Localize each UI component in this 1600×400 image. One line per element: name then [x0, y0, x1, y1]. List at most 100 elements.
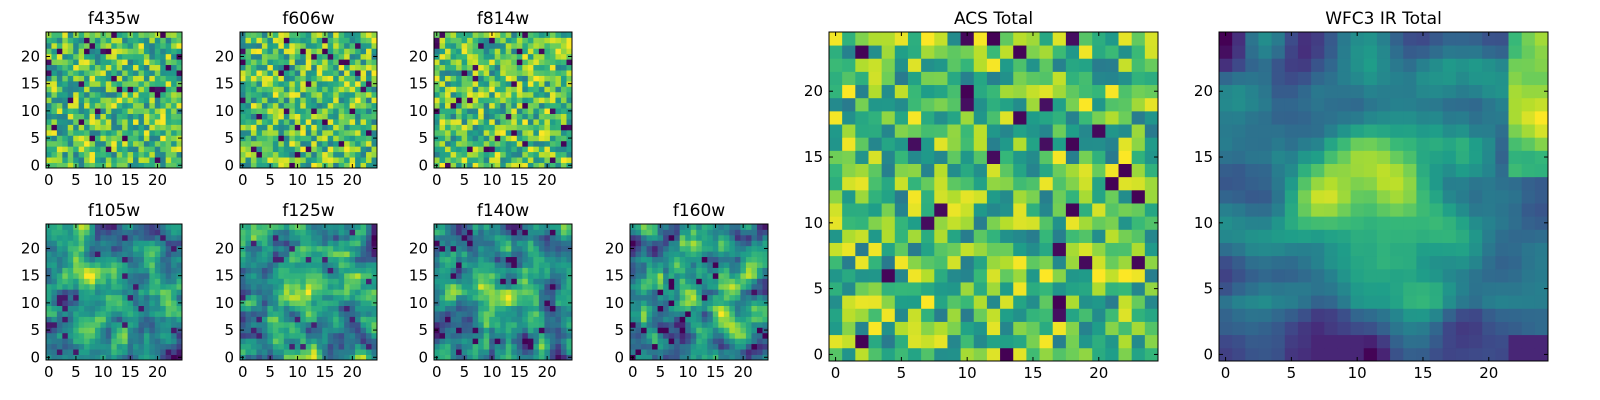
heatmap-cell: [62, 289, 69, 296]
heatmap-cell: [855, 229, 869, 243]
heatmap-cell: [478, 91, 485, 98]
heatmap-cell: [171, 151, 177, 158]
heatmap-cell: [663, 294, 670, 301]
heatmap-cell: [483, 229, 490, 236]
heatmap-cell: [67, 108, 74, 114]
heatmap-cell: [344, 64, 350, 71]
heatmap-cell: [718, 278, 725, 285]
heatmap-cell: [261, 251, 268, 258]
heatmap-cell: [78, 256, 85, 263]
heatmap-cell: [283, 338, 290, 345]
heatmap-cell: [283, 251, 290, 258]
heatmap-cell: [67, 162, 74, 169]
heatmap-cell: [1144, 347, 1159, 362]
x-tick-label: 0: [238, 171, 248, 189]
heatmap-cell: [1026, 216, 1040, 230]
heatmap-cell: [762, 294, 769, 301]
heatmap-cell: [560, 338, 567, 345]
heatmap-cell: [366, 262, 372, 268]
heatmap-cell: [560, 80, 567, 87]
heatmap-cell: [701, 272, 708, 279]
heatmap-cell: [522, 272, 529, 279]
heatmap-cell: [349, 59, 356, 66]
heatmap-cell: [718, 256, 725, 263]
heatmap-cell: [327, 64, 334, 71]
heatmap-cell: [316, 272, 323, 279]
heatmap-cell: [360, 316, 367, 323]
heatmap-cell: [745, 343, 752, 350]
heatmap-cell: [322, 108, 329, 114]
heatmap-cell: [272, 113, 279, 120]
heatmap-cell: [489, 262, 496, 268]
heatmap-cell: [360, 229, 367, 236]
heatmap-cell: [494, 32, 501, 38]
heatmap-cell: [160, 102, 167, 109]
heatmap-cell: [960, 229, 975, 243]
heatmap-cell: [489, 245, 496, 252]
heatmap-cell: [538, 75, 545, 82]
heatmap-cell: [1013, 308, 1027, 322]
heatmap-cell: [366, 102, 372, 109]
heatmap-cell: [723, 267, 730, 274]
heatmap-cell: [133, 332, 139, 339]
heatmap-cell: [445, 146, 451, 153]
heatmap-cell: [349, 283, 356, 290]
heatmap-cell: [527, 289, 534, 296]
heatmap-cell: [467, 53, 474, 60]
heatmap-cell: [256, 245, 263, 252]
heatmap-cell: [171, 108, 177, 114]
heatmap-cell: [122, 102, 128, 109]
heatmap-cell: [311, 48, 318, 55]
heatmap-cell: [527, 162, 534, 169]
heatmap-cell: [555, 354, 562, 361]
heatmap-cell: [652, 354, 658, 361]
heatmap-cell: [165, 129, 172, 136]
heatmap-cell: [305, 91, 312, 98]
heatmap-cell: [171, 294, 177, 301]
heatmap-cell: [322, 48, 329, 55]
heatmap-cell: [349, 124, 356, 131]
heatmap-cell: [100, 91, 107, 98]
heatmap-cell: [344, 224, 350, 230]
heatmap-cell: [511, 42, 518, 49]
heatmap-cell: [1131, 255, 1146, 270]
heatmap-cell: [522, 135, 529, 142]
heatmap-cell: [494, 283, 501, 290]
heatmap-cell: [652, 262, 658, 268]
heatmap-cell: [1026, 242, 1040, 257]
heatmap-cell: [122, 300, 128, 306]
heatmap-cell: [272, 338, 279, 345]
heatmap-cell: [143, 80, 150, 87]
heatmap-cell: [707, 294, 714, 301]
heatmap-cell: [516, 124, 523, 131]
heatmap-cell: [555, 48, 562, 55]
heatmap-cell: [456, 48, 462, 55]
heatmap-cell: [322, 305, 329, 312]
heatmap-cell: [138, 91, 145, 98]
heatmap-cell: [46, 102, 52, 109]
heatmap-cell: [483, 42, 490, 49]
heatmap-cell: [641, 300, 647, 306]
heatmap-cell: [327, 102, 334, 109]
heatmap-cell: [511, 267, 518, 274]
heatmap-cell: [349, 80, 356, 87]
heatmap-cell: [138, 338, 145, 345]
heatmap-cell: [240, 343, 246, 350]
heatmap-cell: [549, 59, 556, 66]
heatmap-cell: [538, 327, 545, 334]
heatmap-cell: [305, 162, 312, 169]
heatmap-cell: [445, 86, 451, 93]
heatmap-cell: [674, 229, 681, 236]
heatmap-cell: [311, 354, 318, 361]
heatmap-cell: [316, 245, 323, 252]
heatmap-cell: [305, 102, 312, 109]
heatmap-cell: [511, 48, 518, 55]
heatmap-cell: [947, 255, 961, 270]
heatmap-cell: [67, 75, 74, 82]
heatmap-cell: [171, 311, 177, 317]
heatmap-cell: [445, 267, 451, 274]
heatmap-cell: [267, 157, 274, 163]
heatmap-cell: [355, 251, 361, 258]
heatmap-cell: [267, 289, 274, 296]
heatmap-cell: [762, 349, 769, 355]
